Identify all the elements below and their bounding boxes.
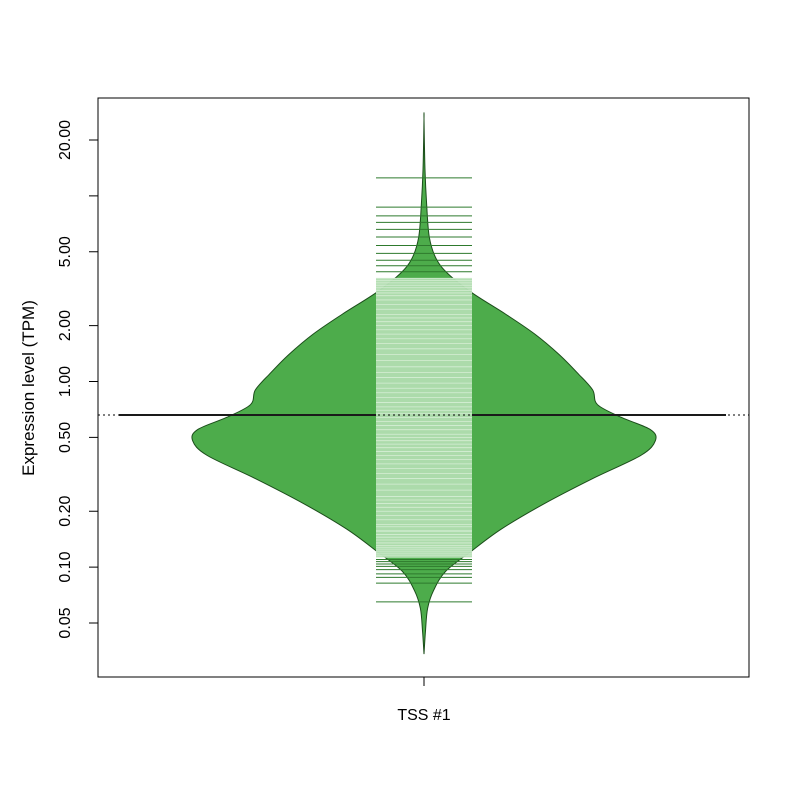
y-tick-label-1: 0.10 [57,551,74,582]
y-tick-label-0: 0.05 [57,607,74,638]
x-axis: TSS #1 [397,677,451,724]
y-tick-label-6: 5.00 [57,236,74,267]
x-tick-label-0: TSS #1 [397,707,450,724]
bean-lines [376,177,472,603]
y-tick-label-5: 2.00 [57,310,74,341]
y-tick-label-2: 0.20 [57,496,74,527]
y-axis-title: Expression level (TPM) [19,300,38,476]
plot-area [98,112,749,655]
y-tick-label-8: 20.00 [57,120,74,160]
y-tick-label-3: 0.50 [57,422,74,453]
y-tick-label-4: 1.00 [57,366,74,397]
y-axis: 0.05 0.10 0.20 0.50 1.00 2.00 5.00 20.00 [57,120,99,639]
